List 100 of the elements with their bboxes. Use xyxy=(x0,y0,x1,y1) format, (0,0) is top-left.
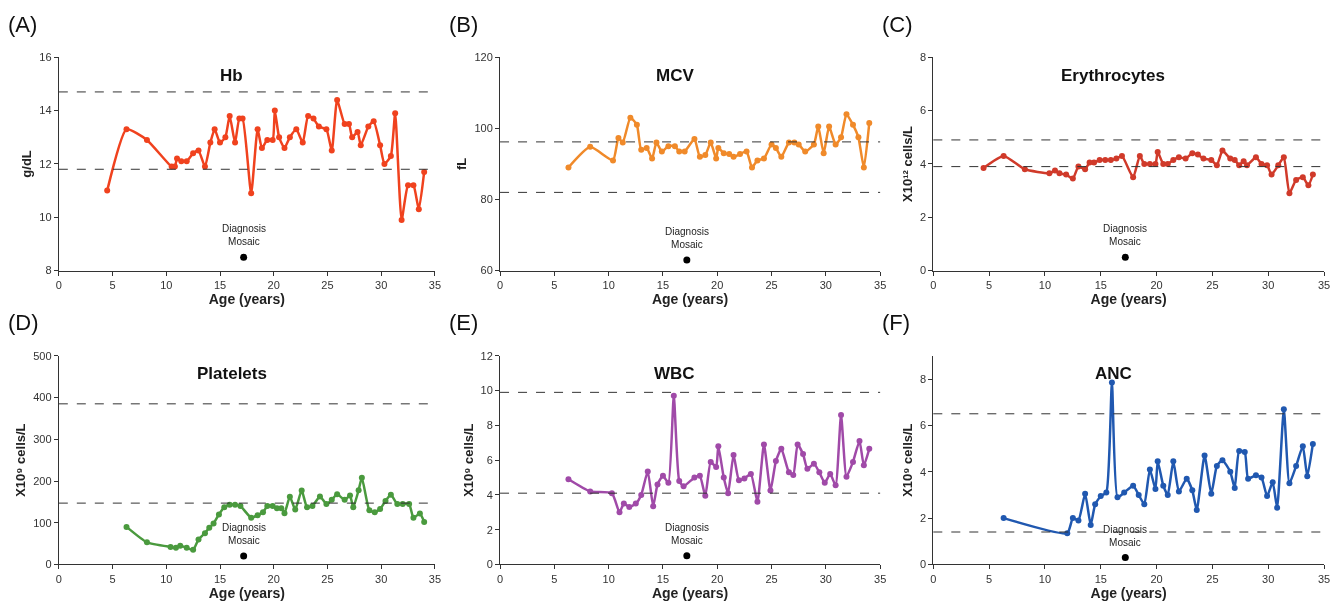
x-axis-title: Age (years) xyxy=(208,584,285,601)
x-tick-label: 25 xyxy=(1206,572,1219,585)
x-tick-label: 0 xyxy=(55,278,62,291)
point xyxy=(802,148,809,155)
point xyxy=(1219,457,1226,464)
point xyxy=(619,139,626,146)
point xyxy=(754,157,761,164)
point xyxy=(683,256,691,264)
point xyxy=(1245,475,1252,482)
y-tick-label: 60 xyxy=(480,264,493,277)
x-tick-label: 0 xyxy=(55,572,62,585)
point xyxy=(767,487,774,494)
point xyxy=(1141,160,1148,167)
point xyxy=(778,445,785,452)
point xyxy=(1236,447,1243,454)
x-tick-label: 0 xyxy=(496,572,504,585)
point xyxy=(741,475,748,482)
point xyxy=(240,253,248,261)
point xyxy=(1258,474,1265,481)
y-tick-label: 6 xyxy=(919,419,927,432)
point xyxy=(201,530,208,537)
point xyxy=(358,474,365,481)
point xyxy=(1175,488,1182,495)
point xyxy=(1082,166,1089,173)
point xyxy=(726,150,733,157)
point xyxy=(292,506,299,513)
point xyxy=(1268,171,1275,178)
x-axis-title: Age (years) xyxy=(651,290,729,307)
point xyxy=(616,509,623,516)
y-tick-label: 10 xyxy=(480,384,493,397)
point xyxy=(334,96,341,103)
x-tick-label: 25 xyxy=(1206,278,1219,291)
point xyxy=(1121,253,1129,261)
annotation: Diagnosis Mosaic xyxy=(665,226,709,250)
point xyxy=(349,134,356,141)
point xyxy=(838,411,845,418)
x-tick-label: 5 xyxy=(986,278,993,291)
point xyxy=(644,468,651,475)
point xyxy=(1189,487,1196,494)
point xyxy=(1063,171,1070,178)
point xyxy=(1141,501,1148,508)
annotation: Diagnosis Mosaic xyxy=(1103,524,1147,548)
point xyxy=(123,523,130,530)
point xyxy=(1252,472,1259,479)
point xyxy=(980,164,987,171)
point xyxy=(392,110,399,117)
text: MCV xyxy=(656,66,695,85)
x-tick-label: 15 xyxy=(1094,278,1107,291)
annotation: Diagnosis Mosaic xyxy=(665,522,709,546)
point xyxy=(299,139,306,146)
point xyxy=(323,500,330,507)
x-tick-label: 25 xyxy=(321,278,334,291)
point xyxy=(381,160,388,167)
point xyxy=(183,544,190,551)
point xyxy=(1227,468,1234,475)
point xyxy=(190,546,197,553)
point xyxy=(1154,458,1161,465)
x-tick-label: 0 xyxy=(496,278,504,291)
point xyxy=(760,441,767,448)
point xyxy=(1280,154,1287,161)
point xyxy=(1194,151,1201,158)
point xyxy=(1069,515,1076,522)
point xyxy=(665,479,672,486)
point xyxy=(1103,489,1110,496)
point xyxy=(810,460,817,467)
point xyxy=(1154,148,1161,155)
point xyxy=(398,216,405,223)
point xyxy=(323,126,330,133)
x-tick-label: 20 xyxy=(1150,572,1163,585)
y-axis-title: X10¹² cells/L xyxy=(899,125,915,202)
point xyxy=(615,134,622,141)
point xyxy=(1000,515,1007,522)
point xyxy=(832,482,839,489)
point xyxy=(676,478,683,485)
point xyxy=(638,491,645,498)
x-tick-label: 25 xyxy=(765,572,778,585)
x-tick-label: 15 xyxy=(1094,572,1107,585)
y-axis-title: X10⁹ cells/L xyxy=(460,423,476,497)
point xyxy=(626,504,633,511)
x-tick-label: 0 xyxy=(930,278,937,291)
y-tick-label: 12 xyxy=(480,349,493,362)
point xyxy=(653,139,660,146)
point xyxy=(1136,152,1143,159)
point xyxy=(248,514,255,521)
point xyxy=(696,472,703,479)
point xyxy=(832,141,839,148)
point xyxy=(104,187,111,194)
x-tick-label: 30 xyxy=(375,278,388,291)
point xyxy=(286,493,293,500)
y-tick-label: 0 xyxy=(486,558,493,571)
point xyxy=(1200,155,1207,162)
point xyxy=(1175,154,1182,161)
point xyxy=(702,152,709,159)
point xyxy=(849,458,856,465)
point xyxy=(1170,156,1177,163)
x-tick-label: 10 xyxy=(160,278,173,291)
point xyxy=(1160,482,1167,489)
y-tick-label: 2 xyxy=(919,511,927,524)
y-tick-label: 10 xyxy=(39,211,52,224)
point xyxy=(670,392,677,399)
